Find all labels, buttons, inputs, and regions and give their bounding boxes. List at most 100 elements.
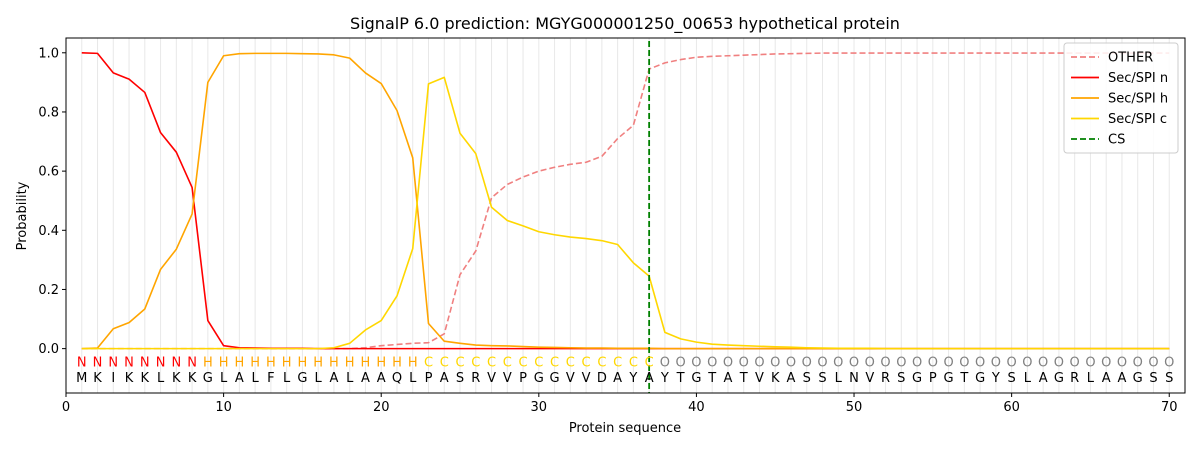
residue-label: A — [329, 371, 338, 386]
region-label: H — [345, 355, 355, 370]
residue-label: R — [1070, 371, 1079, 386]
region-label: H — [313, 355, 323, 370]
legend-label: OTHER — [1108, 51, 1153, 66]
region-label: O — [1070, 355, 1080, 370]
region-label: O — [880, 355, 890, 370]
region-label: C — [440, 355, 449, 370]
residue-label: V — [582, 371, 591, 386]
residue-label: F — [267, 371, 274, 386]
residue-label: G — [550, 371, 560, 386]
residue-label: T — [676, 371, 685, 386]
residue-label: V — [503, 371, 512, 386]
region-label: H — [361, 355, 371, 370]
region-label: N — [124, 355, 134, 370]
residue-label: Q — [392, 371, 402, 386]
series-line-other — [81, 52, 1170, 350]
region-label: H — [203, 355, 213, 370]
residue-label: A — [235, 371, 244, 386]
y-tick-label: 0.6 — [38, 165, 59, 180]
residue-label: A — [787, 371, 796, 386]
residue-label: Y — [628, 371, 637, 386]
residue-label: S — [1149, 371, 1157, 386]
residue-label: L — [220, 371, 228, 386]
region-label: O — [739, 355, 749, 370]
region-label: O — [676, 355, 686, 370]
chart-title: SignalP 6.0 prediction: MGYG000001250_00… — [350, 14, 900, 34]
residue-label: S — [803, 371, 811, 386]
region-label: O — [817, 355, 827, 370]
y-tick-label: 0.0 — [38, 342, 59, 357]
residue-label: R — [881, 371, 890, 386]
region-label: H — [250, 355, 260, 370]
region-label: C — [471, 355, 480, 370]
region-label: N — [156, 355, 166, 370]
region-label: O — [943, 355, 953, 370]
residue-label: T — [707, 371, 716, 386]
residue-label: S — [1165, 371, 1173, 386]
region-label: H — [376, 355, 386, 370]
residue-label: A — [1118, 371, 1127, 386]
residue-label: A — [1039, 371, 1048, 386]
residue-label: K — [93, 371, 102, 386]
residue-label: G — [691, 371, 701, 386]
legend-label: Sec/SPI h — [1108, 92, 1168, 107]
region-label: O — [1022, 355, 1032, 370]
region-label: H — [298, 355, 308, 370]
region-label: C — [613, 355, 622, 370]
region-label: O — [865, 355, 875, 370]
region-label: O — [1007, 355, 1017, 370]
region-label: O — [912, 355, 922, 370]
region-label: O — [1085, 355, 1095, 370]
region-label: C — [503, 355, 512, 370]
region-label: O — [1148, 355, 1158, 370]
region-label: H — [219, 355, 229, 370]
x-axis-label: Protein sequence — [569, 421, 681, 436]
residue-label: M — [76, 371, 87, 386]
residue-label: P — [425, 371, 433, 386]
region-label: C — [645, 355, 654, 370]
region-label: C — [487, 355, 496, 370]
residue-label: L — [315, 371, 323, 386]
series-line-sec-spi-n — [81, 51, 1170, 350]
region-label: O — [849, 355, 859, 370]
region-label: O — [975, 355, 985, 370]
residue-label: S — [456, 371, 464, 386]
residue-label: T — [739, 371, 748, 386]
region-label: C — [582, 355, 591, 370]
residue-label: G — [912, 371, 922, 386]
y-tick-label: 0.8 — [38, 105, 59, 120]
region-label: H — [392, 355, 402, 370]
region-label: O — [723, 355, 733, 370]
residue-label: V — [487, 371, 496, 386]
region-label: C — [534, 355, 543, 370]
region-label: O — [660, 355, 670, 370]
region-label: N — [187, 355, 197, 370]
residue-label: K — [125, 371, 134, 386]
region-label: C — [424, 355, 433, 370]
series-line-sec-spi-h — [81, 52, 1170, 350]
residue-label: A — [1102, 371, 1111, 386]
residue-label: G — [1133, 371, 1143, 386]
residue-label: K — [172, 371, 181, 386]
residue-label: S — [1008, 371, 1016, 386]
residue-label: P — [519, 371, 527, 386]
region-label: C — [629, 355, 638, 370]
region-label: C — [566, 355, 575, 370]
residue-label: N — [849, 371, 859, 386]
residue-label: A — [377, 371, 386, 386]
region-label: N — [77, 355, 87, 370]
y-tick-label: 0.4 — [38, 224, 59, 239]
region-label: N — [140, 355, 150, 370]
region-label: O — [770, 355, 780, 370]
region-label: O — [833, 355, 843, 370]
residue-label: Y — [991, 371, 1000, 386]
x-tick-label: 60 — [1003, 400, 1020, 415]
residue-label: A — [645, 371, 654, 386]
residue-label: Y — [660, 371, 669, 386]
region-label: O — [1133, 355, 1143, 370]
region-label: C — [455, 355, 464, 370]
region-label: C — [550, 355, 559, 370]
region-label: O — [1038, 355, 1048, 370]
series-line-sec-spi-c — [81, 76, 1170, 350]
